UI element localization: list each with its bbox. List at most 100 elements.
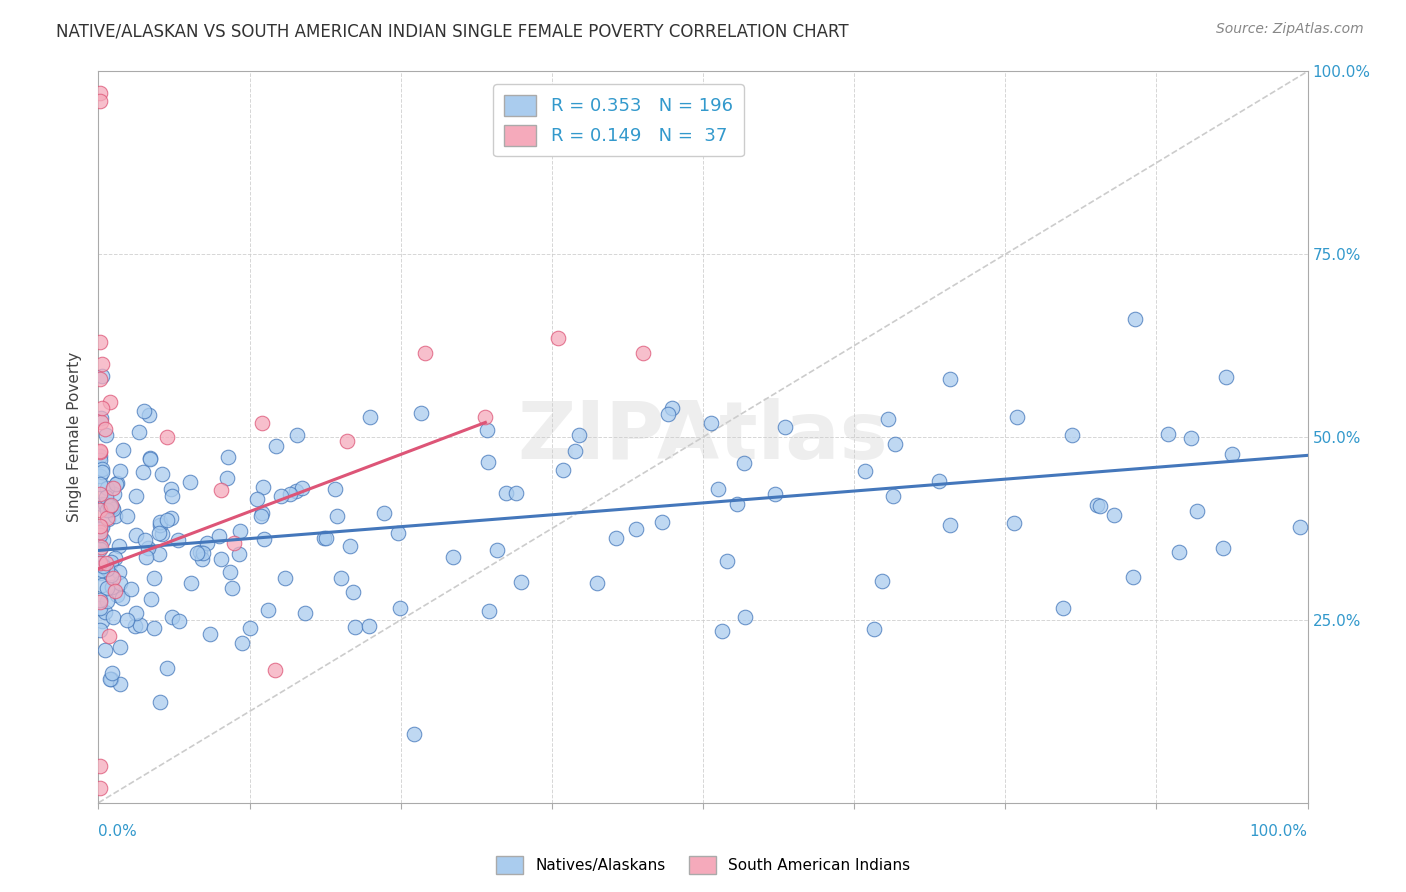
Point <box>101 481 124 495</box>
Point <box>359 410 381 425</box>
Point <box>89 444 111 458</box>
Point <box>882 489 904 503</box>
Point <box>148 547 170 561</box>
Point <box>89 566 111 580</box>
Point <box>1167 544 1189 558</box>
Point <box>228 547 250 561</box>
Point <box>209 552 232 566</box>
Point <box>112 442 135 457</box>
Point <box>108 640 131 654</box>
Point <box>156 430 179 444</box>
Point <box>91 519 114 533</box>
Point <box>1222 447 1244 461</box>
Point <box>96 503 118 517</box>
Point <box>89 623 111 637</box>
Point <box>510 574 533 589</box>
Point <box>98 503 121 517</box>
Point <box>89 449 111 463</box>
Point <box>651 515 673 529</box>
Point <box>160 511 183 525</box>
Point <box>329 571 352 585</box>
Point <box>149 695 172 709</box>
Point <box>716 554 738 568</box>
Point <box>90 540 112 554</box>
Point <box>373 506 395 520</box>
Point <box>1185 504 1208 518</box>
Point <box>159 482 181 496</box>
Point <box>96 562 118 576</box>
Point <box>115 613 138 627</box>
Point <box>101 502 124 516</box>
Point <box>96 556 118 570</box>
Point <box>150 467 173 481</box>
Point <box>249 509 271 524</box>
Point <box>110 464 132 478</box>
Point <box>90 368 112 383</box>
Point <box>104 477 127 491</box>
Point <box>97 500 120 514</box>
Point <box>94 422 117 436</box>
Point <box>1122 570 1144 584</box>
Point <box>89 87 111 101</box>
Text: ZIPAtlas: ZIPAtlas <box>517 398 889 476</box>
Point <box>239 621 262 635</box>
Point <box>125 528 148 542</box>
Point <box>323 482 346 496</box>
Point <box>344 619 367 633</box>
Point <box>110 576 132 591</box>
Point <box>89 519 111 533</box>
Point <box>389 601 412 615</box>
Point <box>855 465 877 479</box>
Text: Source: ZipAtlas.com: Source: ZipAtlas.com <box>1216 22 1364 37</box>
Point <box>167 533 190 547</box>
Point <box>89 453 111 467</box>
Point <box>274 571 297 585</box>
Point <box>138 408 160 422</box>
Point <box>101 666 124 681</box>
Point <box>1289 520 1312 534</box>
Point <box>138 450 160 465</box>
Point <box>132 465 155 479</box>
Point <box>409 406 432 420</box>
Point <box>264 439 287 453</box>
Point <box>624 522 647 536</box>
Point <box>89 527 111 541</box>
Point <box>96 481 118 495</box>
Point <box>312 531 335 545</box>
Point <box>89 487 111 501</box>
Text: 0.0%: 0.0% <box>98 823 138 838</box>
Point <box>93 605 115 619</box>
Y-axis label: Single Female Poverty: Single Female Poverty <box>67 352 83 522</box>
Point <box>441 550 464 565</box>
Point <box>336 434 359 449</box>
Point <box>285 428 308 442</box>
Point <box>270 489 292 503</box>
Point <box>167 614 190 628</box>
Point <box>1062 428 1084 442</box>
Point <box>103 509 125 524</box>
Point <box>148 526 170 541</box>
Point <box>91 357 114 371</box>
Point <box>256 603 278 617</box>
Point <box>91 461 114 475</box>
Point <box>89 371 111 385</box>
Point <box>326 509 349 524</box>
Point <box>315 531 337 545</box>
Point <box>91 465 114 479</box>
Point <box>224 535 246 549</box>
Point <box>246 492 269 507</box>
Point <box>89 525 111 540</box>
Legend: Natives/Alaskans, South American Indians: Natives/Alaskans, South American Indians <box>489 850 917 880</box>
Point <box>134 533 156 547</box>
Point <box>252 480 274 494</box>
Point <box>91 563 114 577</box>
Point <box>89 469 111 483</box>
Point <box>939 517 962 532</box>
Point <box>928 474 950 488</box>
Point <box>100 555 122 569</box>
Point <box>101 580 124 594</box>
Point <box>160 489 183 503</box>
Point <box>143 621 166 635</box>
Point <box>90 416 112 430</box>
Point <box>89 503 111 517</box>
